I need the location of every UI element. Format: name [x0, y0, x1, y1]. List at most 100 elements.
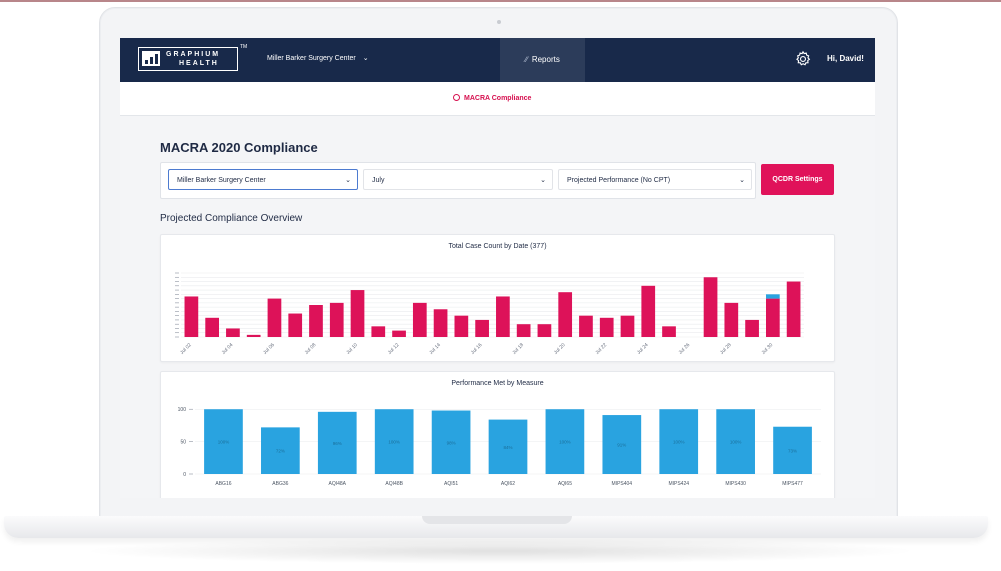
performance-chart: 0 50 100 100% ABG16 72% ABG36 96% AQI48A 100% AQI4… [178, 407, 821, 487]
bar [350, 290, 365, 337]
bar [204, 409, 243, 474]
reports-icon: ∕∕ [525, 55, 528, 64]
subnav-macra-compliance[interactable]: MACRA Compliance [453, 94, 531, 102]
top-rule [0, 0, 1001, 2]
graphium-logo[interactable]: GRAPHIUM HEALTH [138, 47, 238, 71]
bar [371, 326, 386, 337]
bar [184, 296, 199, 337]
x-tick-label: Jul 22 [594, 342, 608, 356]
bar [516, 324, 531, 337]
bar-value-label: 91% [617, 443, 626, 448]
x-tick-label: Jul 26 [678, 342, 692, 356]
x-tick-label: Jul 04 [221, 342, 235, 356]
x-tick-label: AQI62 [501, 481, 515, 487]
x-tick-label: Jul 20 [553, 342, 567, 356]
user-greeting[interactable]: Hi, David! [827, 54, 864, 63]
x-tick-label: Jul 18 [511, 342, 525, 356]
bar [475, 319, 489, 337]
chart-title: Performance Met by Measure [451, 380, 544, 387]
x-tick-label: MIPS477 [782, 481, 803, 487]
bar [431, 410, 471, 474]
x-tick-label: Jul 12 [387, 342, 401, 356]
logo-line2: HEALTH [179, 60, 219, 67]
bar [620, 315, 635, 337]
x-tick-label: MIPS430 [725, 481, 746, 487]
bar [496, 296, 510, 337]
chevron-down-icon: ⌄ [540, 177, 546, 184]
bar [317, 411, 357, 474]
filter-panel: Miller Barker Surgery Center ⌄ July ⌄ Proj… [160, 162, 756, 199]
bar [246, 334, 261, 337]
performance-select[interactable]: Projected Performance (No CPT) ⌄ [558, 169, 752, 190]
x-tick-label: AQI48A [329, 481, 347, 487]
case-count-chart-card: Total Case Count by Date (377) Jul 02 Jul… [160, 234, 835, 362]
bar [716, 409, 755, 474]
y-tick-label: 50 [180, 440, 186, 446]
bar [329, 302, 344, 337]
subnav-link-label: MACRA Compliance [464, 95, 532, 102]
bar [537, 324, 552, 337]
y-tick-label: 0 [183, 472, 186, 478]
chevron-down-icon: ⌄ [362, 55, 369, 62]
bar-segment [765, 294, 780, 299]
chevron-down-icon: ⌄ [345, 177, 351, 184]
bar [412, 302, 427, 337]
laptop-base [4, 516, 988, 538]
laptop-notch [422, 516, 572, 524]
x-tick-label: Jul 24 [636, 342, 650, 356]
bar [786, 281, 801, 337]
bar [745, 319, 759, 337]
performance-select-value: Projected Performance (No CPT) [567, 177, 671, 184]
tab-reports[interactable]: ∕∕ Reports [500, 38, 585, 82]
page-title: MACRA 2020 Compliance [160, 140, 318, 155]
bar [602, 415, 642, 474]
bar-value-label: 100% [559, 440, 571, 445]
bar-value-label: 72% [276, 449, 285, 454]
x-tick-label: Jul 30 [761, 342, 775, 356]
bar [261, 427, 300, 474]
bar [267, 298, 282, 337]
qcdr-settings-button[interactable]: QCDR Settings [761, 164, 834, 195]
section-title: Projected Compliance Overview [160, 213, 303, 224]
bar [703, 277, 718, 337]
bar [545, 409, 585, 474]
bar [309, 305, 323, 337]
laptop-shadow [80, 538, 920, 564]
case-count-chart: Jul 02 Jul 04 Jul 06 Jul 08 Jul 10 Jul 12 Jul … [175, 272, 804, 356]
app-screen: GRAPHIUM HEALTH TM Miller Barker Surgery… [120, 38, 875, 498]
logo-trademark: TM [240, 44, 248, 50]
org-selector[interactable]: Miller Barker Surgery Center ⌄ [267, 54, 369, 62]
chart-title: Total Case Count by Date (377) [448, 243, 547, 250]
logo-bars-icon [142, 51, 160, 66]
bar-value-label: 100% [218, 440, 230, 445]
x-tick-label: ABG36 [272, 481, 288, 487]
bar-value-label: 100% [673, 440, 685, 445]
bar-value-label: 73% [788, 448, 797, 453]
x-tick-label: AQI48B [385, 481, 403, 487]
x-tick-label: AQI51 [444, 481, 458, 487]
gear-icon[interactable] [794, 50, 812, 68]
performance-chart-card: Performance Met by Measure 0 50 100 100% ABG… [160, 371, 835, 498]
facility-select[interactable]: Miller Barker Surgery Center ⌄ [168, 169, 358, 190]
camera-dot [497, 20, 501, 24]
x-tick-label: Jul 06 [262, 342, 276, 356]
x-tick-label: ABG16 [215, 481, 231, 487]
month-select-value: July [372, 177, 385, 184]
tab-reports-label: Reports [531, 55, 560, 64]
bar [641, 285, 656, 337]
x-tick-label: Jul 14 [428, 342, 442, 356]
bar [288, 313, 303, 337]
logo-line1: GRAPHIUM [166, 51, 221, 58]
bar [724, 302, 739, 337]
x-tick-label: Jul 08 [304, 342, 318, 356]
month-select[interactable]: July ⌄ [363, 169, 553, 190]
x-tick-label: MIPS424 [668, 481, 689, 487]
bar [488, 419, 528, 474]
bar [226, 328, 240, 337]
bar [659, 409, 699, 474]
x-tick-label: Jul 16 [470, 342, 484, 356]
sub-nav: MACRA Compliance [120, 82, 875, 116]
bar [765, 298, 780, 337]
bar [205, 317, 220, 337]
bar [558, 292, 573, 337]
